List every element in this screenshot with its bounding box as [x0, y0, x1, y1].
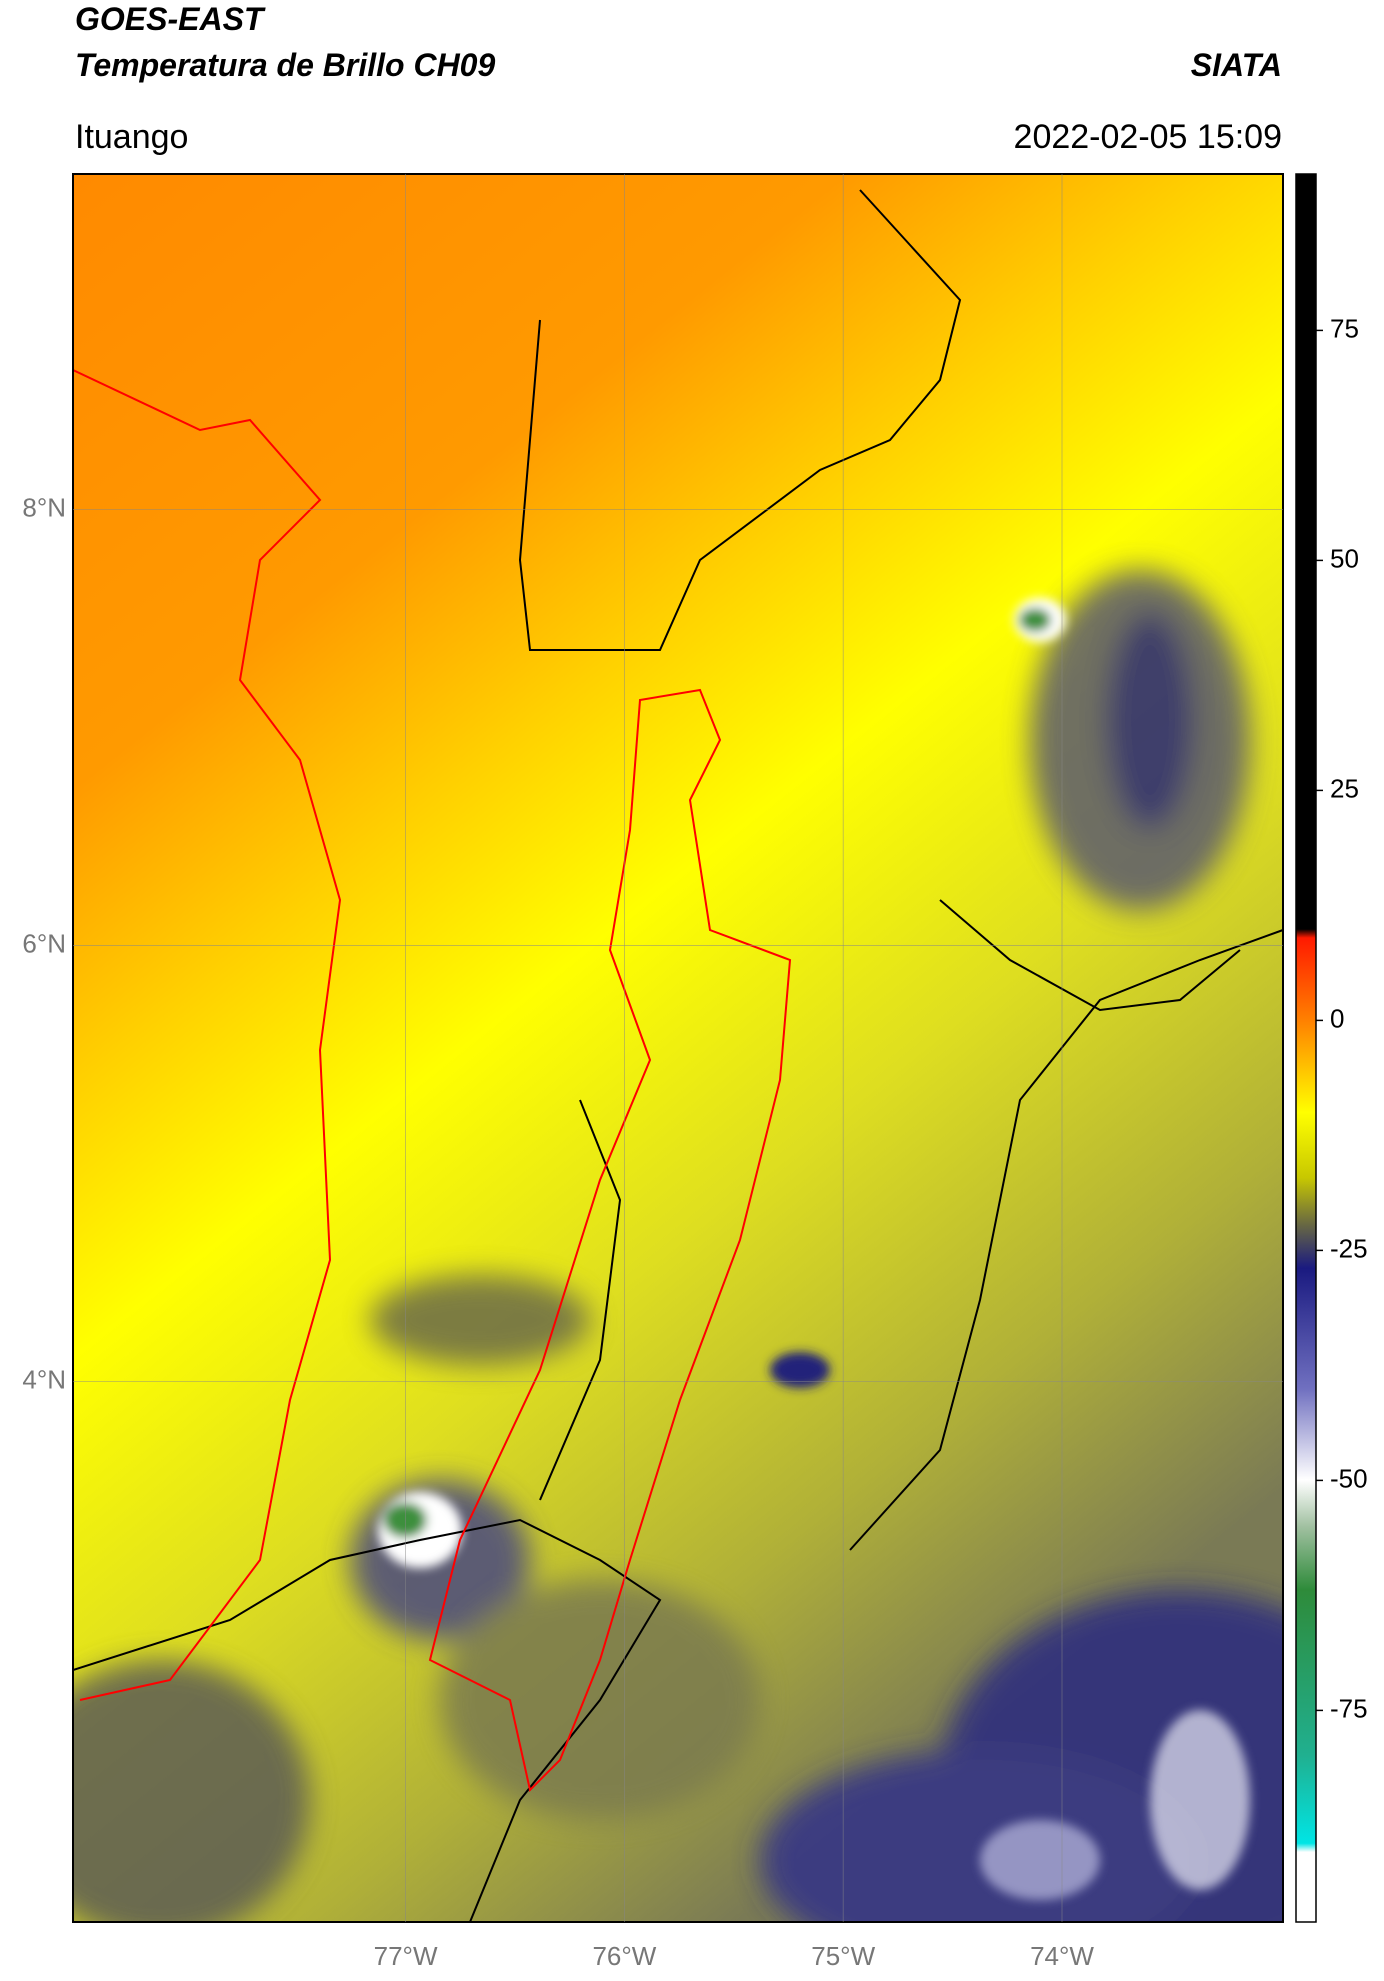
datetime: 2022-02-05 15:09: [1014, 118, 1282, 156]
location: Ituango: [75, 118, 188, 156]
subtitle: Temperatura de Brillo CH09: [75, 47, 495, 83]
x-tick-label: 77°W: [374, 1941, 438, 1971]
y-tick-label: 4°N: [22, 1364, 66, 1394]
y-tick-label: 6°N: [22, 928, 66, 958]
colorbar-tick-label: 25: [1330, 773, 1359, 803]
x-tick-label: 75°W: [811, 1941, 875, 1971]
colorbar-tick-label: -50: [1330, 1463, 1368, 1493]
x-tick-label: 76°W: [592, 1941, 656, 1971]
axes: 77°W 76°W 75°W 74°W 8°N 6°N 4°N 75 50 25 0 -25 -50 -7…: [22, 174, 1368, 1971]
y-tick-label: 8°N: [22, 493, 66, 523]
colorbar-tick-label: -75: [1330, 1693, 1368, 1723]
colorbar-tick-label: 75: [1330, 313, 1359, 343]
colorbar-tick-label: 0: [1330, 1003, 1344, 1033]
colorbar-tick-label: 50: [1330, 543, 1359, 573]
colorbar: [1295, 173, 1317, 1923]
map-frame: [72, 173, 1284, 1923]
source: SIATA: [1191, 47, 1282, 83]
map-image: [73, 174, 1283, 1922]
title: GOES-EAST: [75, 1, 266, 37]
x-tick-label: 74°W: [1030, 1941, 1094, 1971]
colorbar-tick-label: -25: [1330, 1233, 1368, 1263]
